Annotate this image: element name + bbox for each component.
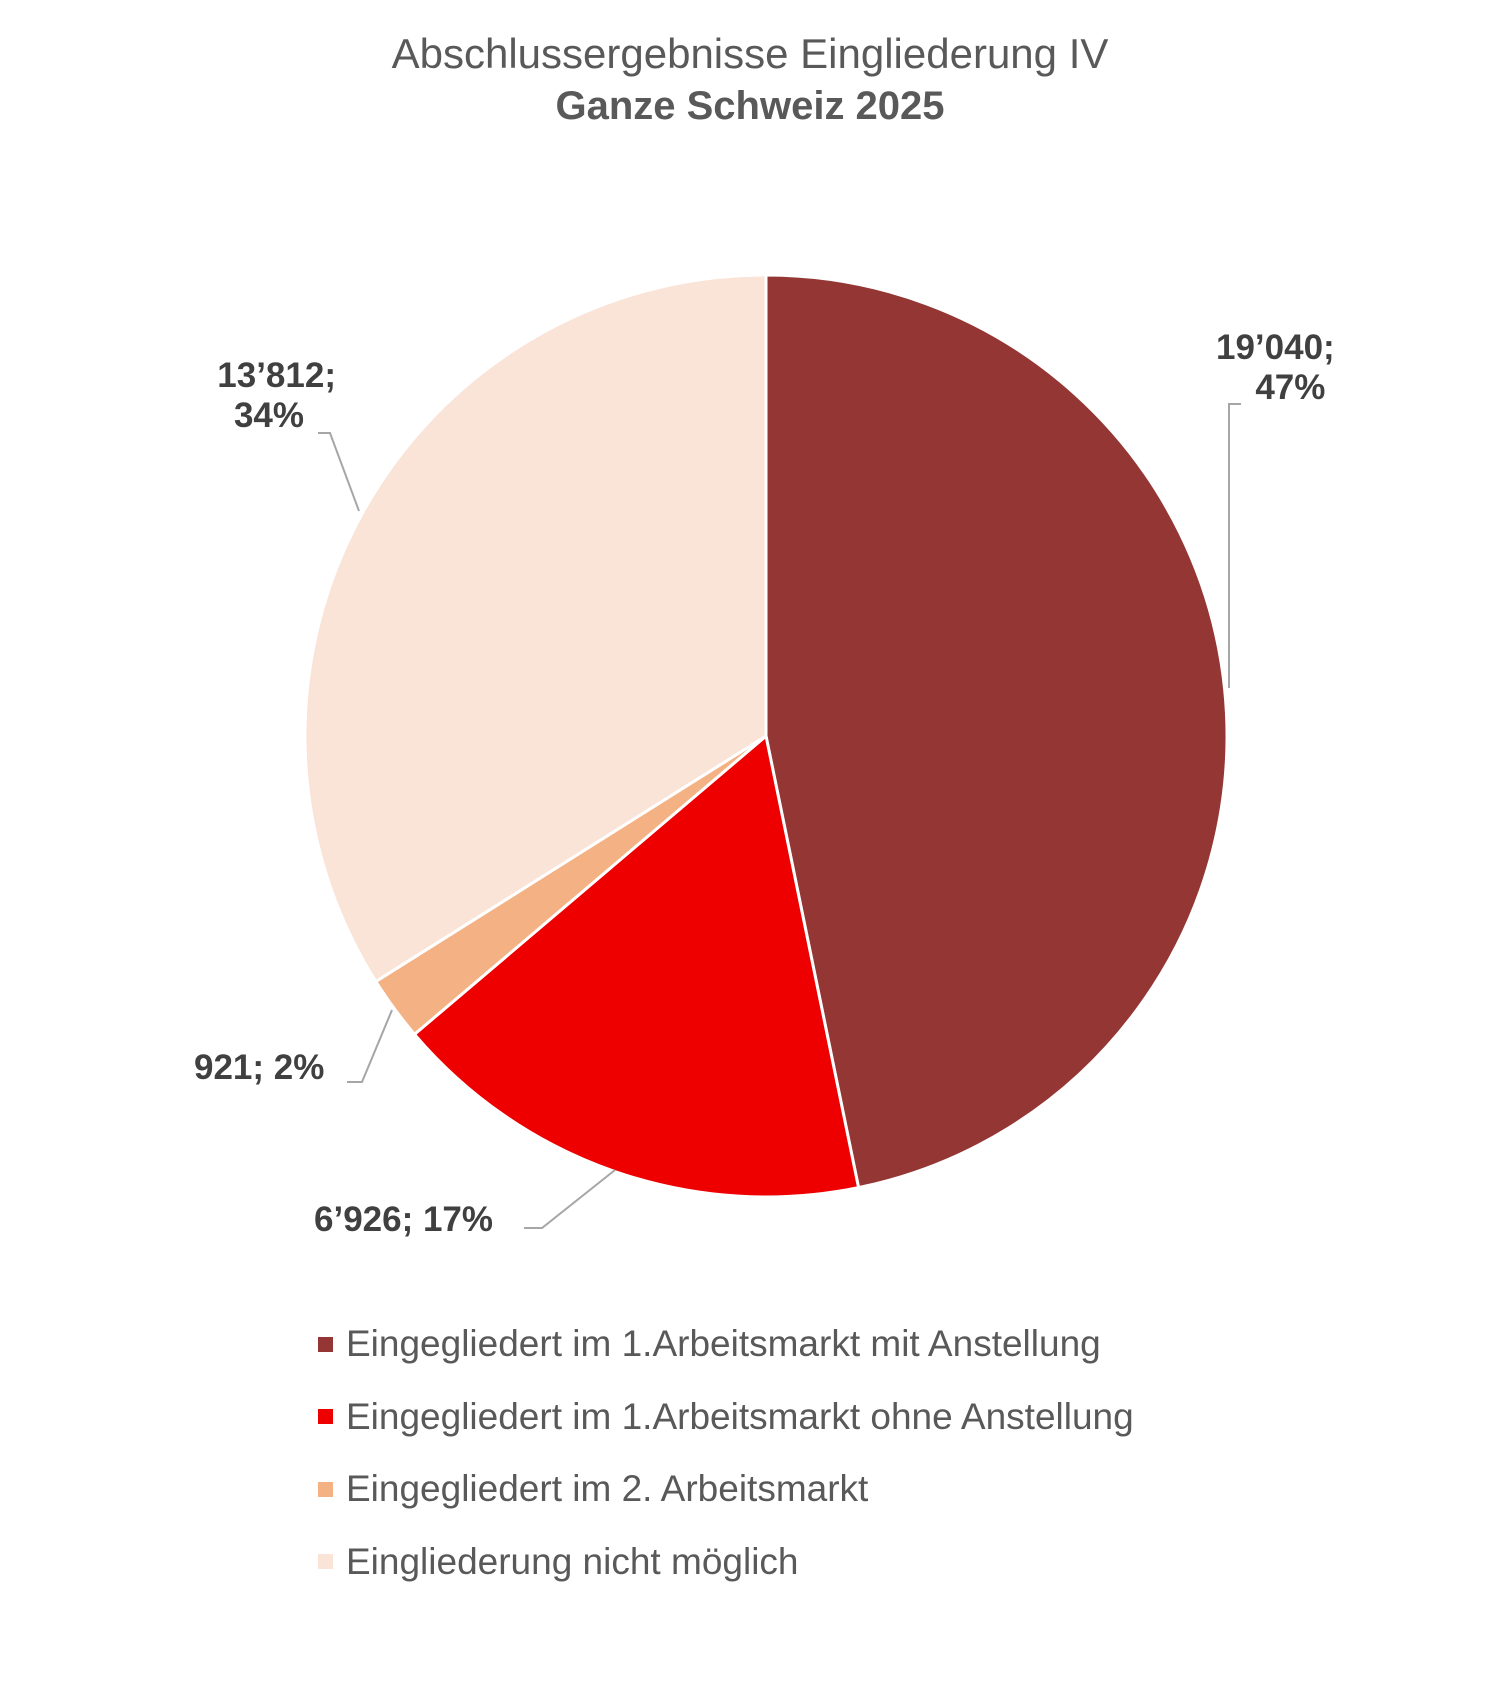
legend-item-2-arbeitsmarkt[interactable]: Eingegliedert im 2. Arbeitsmarkt <box>318 1453 1134 1526</box>
legend-label: Eingliederung nicht möglich <box>346 1540 799 1582</box>
leader-line-1 <box>1228 403 1241 688</box>
data-label-text: 921; 2% <box>194 1048 325 1087</box>
legend-swatch-icon <box>318 1481 333 1497</box>
legend-item-ohne-anstellung[interactable]: Eingegliedert im 1.Arbeitsmarkt ohne Ans… <box>318 1381 1134 1454</box>
data-label-percent: 47% <box>1255 368 1326 407</box>
data-label-value: 13’812; <box>217 356 336 395</box>
data-label-percent: 34% <box>233 396 304 435</box>
data-label-nicht-moeglich: 13’812; 34% <box>202 356 336 436</box>
legend-swatch-icon <box>318 1336 333 1352</box>
leader-line-2 <box>524 1169 616 1229</box>
data-label-mit-anstellung: 19’040; 47% <box>1216 328 1335 408</box>
pie-slice-4[interactable] <box>303 273 768 984</box>
pie-slice-2[interactable] <box>412 733 861 1199</box>
legend-label: Eingegliedert im 2. Arbeitsmarkt <box>346 1468 869 1510</box>
data-label-text: 6’926; 17% <box>314 1200 494 1239</box>
chart-subtitle: Ganze Schweiz 2025 <box>555 84 945 128</box>
chart-title: Abschlussergebnisse Eingliederung IV <box>391 30 1109 77</box>
data-label-2-arbeitsmarkt: 921; 2% <box>194 1048 324 1088</box>
data-label-value: 19’040; <box>1216 328 1335 367</box>
legend-swatch-icon <box>318 1554 333 1570</box>
legend: Eingegliedert im 1.Arbeitsmarkt mit Anst… <box>318 1308 1134 1598</box>
legend-label: Eingegliedert im 1.Arbeitsmarkt mit Anst… <box>346 1323 1101 1365</box>
pie-slice-1[interactable] <box>764 273 1229 1190</box>
legend-item-mit-anstellung[interactable]: Eingegliedert im 1.Arbeitsmarkt mit Anst… <box>318 1308 1134 1381</box>
legend-item-nicht-moeglich[interactable]: Eingliederung nicht möglich <box>318 1526 1134 1599</box>
leader-line-3 <box>347 1009 393 1083</box>
leader-line-4 <box>318 432 360 512</box>
legend-label: Eingegliedert im 1.Arbeitsmarkt ohne Ans… <box>346 1395 1134 1437</box>
data-label-ohne-anstellung: 6’926; 17% <box>314 1200 493 1240</box>
legend-swatch-icon <box>318 1409 333 1425</box>
